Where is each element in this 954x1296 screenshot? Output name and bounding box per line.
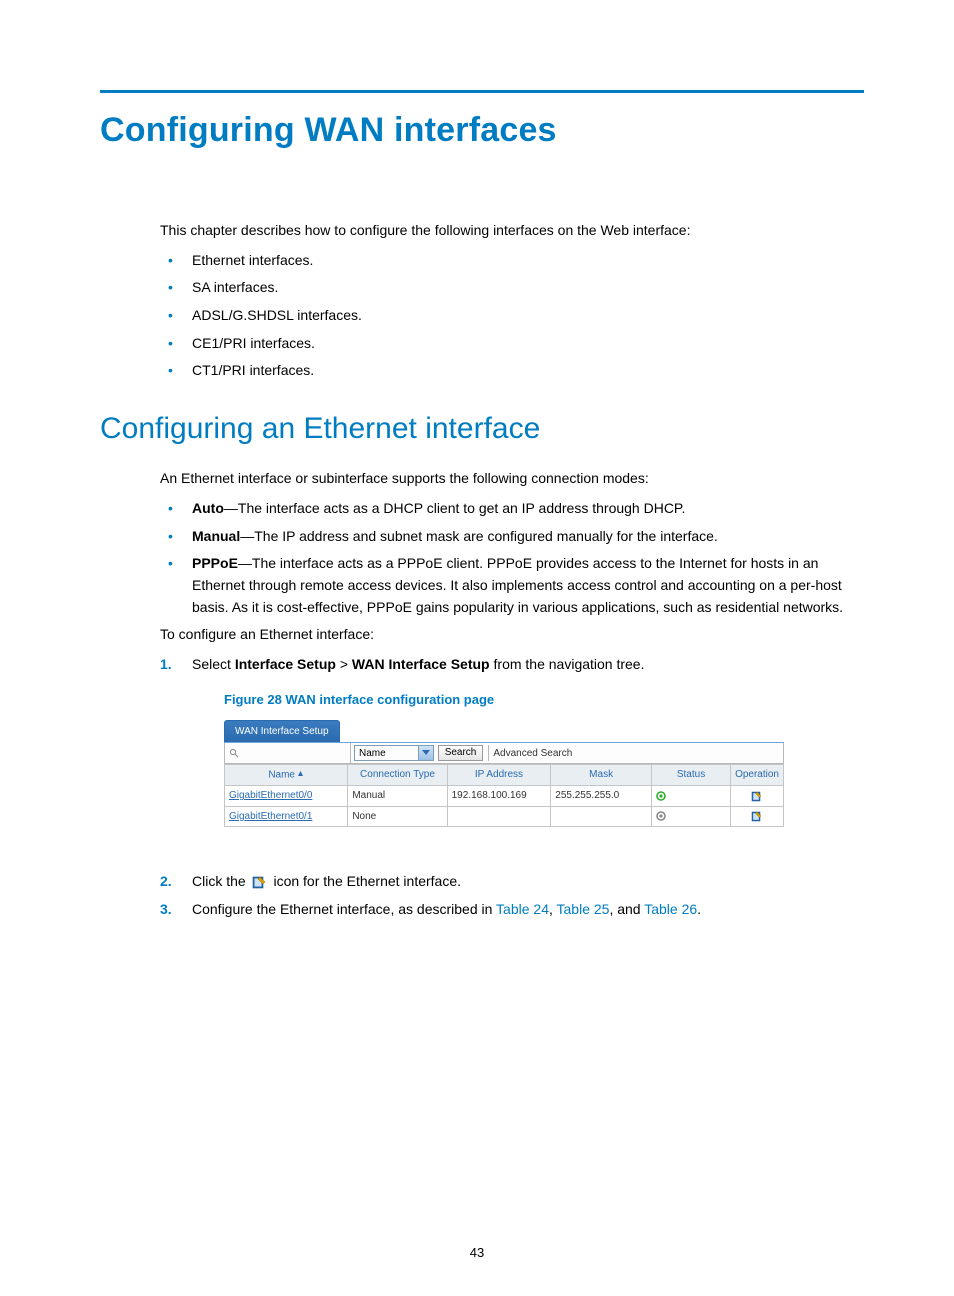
chevron-down-icon	[418, 746, 433, 760]
mode-name: PPPoE	[192, 555, 238, 571]
status-up-icon	[656, 791, 666, 801]
tab-wan-interface-setup[interactable]: WAN Interface Setup	[224, 720, 340, 743]
step-text: ,	[549, 901, 557, 917]
step-text: Configure the Ethernet interface, as des…	[192, 901, 496, 917]
step-text: icon for the Ethernet interface.	[270, 873, 461, 889]
nav-path-1: Interface Setup	[235, 656, 336, 672]
list-item: CT1/PRI interfaces.	[160, 360, 864, 382]
search-toolbar: Name Search Advanced Search	[224, 743, 784, 764]
step-2: Click the icon for the Ethernet interfac…	[160, 871, 864, 893]
cell-operation	[731, 806, 784, 827]
ethernet-block: An Ethernet interface or subinterface su…	[160, 468, 864, 920]
list-item: CE1/PRI interfaces.	[160, 333, 864, 355]
mode-desc: —The interface acts as a PPPoE client. P…	[192, 555, 843, 614]
search-input[interactable]	[225, 743, 351, 763]
cell-mask	[551, 806, 652, 827]
step-text: , and	[609, 901, 644, 917]
page-number: 43	[0, 1245, 954, 1260]
search-field-select[interactable]: Name	[354, 745, 434, 761]
step-text: from the navigation tree.	[490, 656, 645, 672]
mode-desc: —The IP address and subnet mask are conf…	[240, 528, 718, 544]
interface-link[interactable]: GigabitEthernet0/1	[225, 806, 348, 827]
list-item: ADSL/G.SHDSL interfaces.	[160, 305, 864, 327]
edit-icon[interactable]	[751, 790, 763, 802]
col-mask[interactable]: Mask	[551, 765, 652, 786]
select-value: Name	[355, 746, 418, 762]
interface-link[interactable]: GigabitEthernet0/0	[225, 786, 348, 807]
intro-text: This chapter describes how to configure …	[160, 220, 864, 242]
col-operation[interactable]: Operation	[731, 765, 784, 786]
eth-intro: An Ethernet interface or subinterface su…	[160, 468, 864, 490]
cell-conn: None	[348, 806, 447, 827]
section-heading: Configuring an Ethernet interface	[100, 412, 864, 446]
wan-interface-screenshot: WAN Interface Setup Name	[224, 720, 784, 827]
table-link-24[interactable]: Table 24	[496, 901, 549, 917]
page-title: Configuring WAN interfaces	[100, 111, 864, 150]
cell-status	[651, 786, 730, 807]
status-down-icon	[656, 811, 666, 821]
steps-intro: To configure an Ethernet interface:	[160, 624, 864, 646]
cell-ip	[447, 806, 551, 827]
steps-list: Select Interface Setup > WAN Interface S…	[160, 654, 864, 921]
col-name[interactable]: Name	[225, 765, 348, 786]
step-text: >	[336, 656, 352, 672]
table-row: GigabitEthernet0/0 Manual 192.168.100.16…	[225, 786, 784, 807]
step-3: Configure the Ethernet interface, as des…	[160, 899, 864, 921]
list-item: PPPoE—The interface acts as a PPPoE clie…	[160, 553, 864, 618]
list-item: Ethernet interfaces.	[160, 250, 864, 272]
step-text: .	[697, 901, 701, 917]
sort-asc-icon	[297, 767, 304, 783]
figure-caption: Figure 28 WAN interface configuration pa…	[224, 690, 864, 710]
table-link-26[interactable]: Table 26	[644, 901, 697, 917]
list-item: Auto—The interface acts as a DHCP client…	[160, 498, 864, 520]
mode-desc: —The interface acts as a DHCP client to …	[224, 500, 685, 516]
table-row: GigabitEthernet0/1 None	[225, 806, 784, 827]
edit-icon	[252, 874, 268, 888]
step-text: Select	[192, 656, 235, 672]
cell-conn: Manual	[348, 786, 447, 807]
cell-operation	[731, 786, 784, 807]
cell-status	[651, 806, 730, 827]
mode-name: Manual	[192, 528, 240, 544]
cell-mask: 255.255.255.0	[551, 786, 652, 807]
eth-mode-list: Auto—The interface acts as a DHCP client…	[160, 498, 864, 618]
list-item: Manual—The IP address and subnet mask ar…	[160, 526, 864, 548]
search-button[interactable]: Search	[438, 745, 484, 761]
top-rule	[100, 90, 864, 93]
col-ip-address[interactable]: IP Address	[447, 765, 551, 786]
nav-path-2: WAN Interface Setup	[352, 656, 490, 672]
wan-interface-table: Name Connection Type IP Address Mask Sta…	[224, 764, 784, 827]
col-connection-type[interactable]: Connection Type	[348, 765, 447, 786]
intro-bullets: Ethernet interfaces. SA interfaces. ADSL…	[160, 250, 864, 382]
col-status[interactable]: Status	[651, 765, 730, 786]
cell-ip: 192.168.100.169	[447, 786, 551, 807]
table-link-25[interactable]: Table 25	[557, 901, 610, 917]
list-item: SA interfaces.	[160, 277, 864, 299]
page: Configuring WAN interfaces This chapter …	[0, 0, 954, 1296]
tab-row: WAN Interface Setup	[224, 720, 784, 744]
search-icon	[229, 748, 239, 758]
edit-icon[interactable]	[751, 810, 763, 822]
step-1: Select Interface Setup > WAN Interface S…	[160, 654, 864, 827]
mode-name: Auto	[192, 500, 224, 516]
intro-block: This chapter describes how to configure …	[160, 220, 864, 382]
advanced-search-link[interactable]: Advanced Search	[488, 745, 572, 761]
step-text: Click the	[192, 873, 250, 889]
table-header-row: Name Connection Type IP Address Mask Sta…	[225, 765, 784, 786]
col-label: Name	[268, 770, 295, 781]
